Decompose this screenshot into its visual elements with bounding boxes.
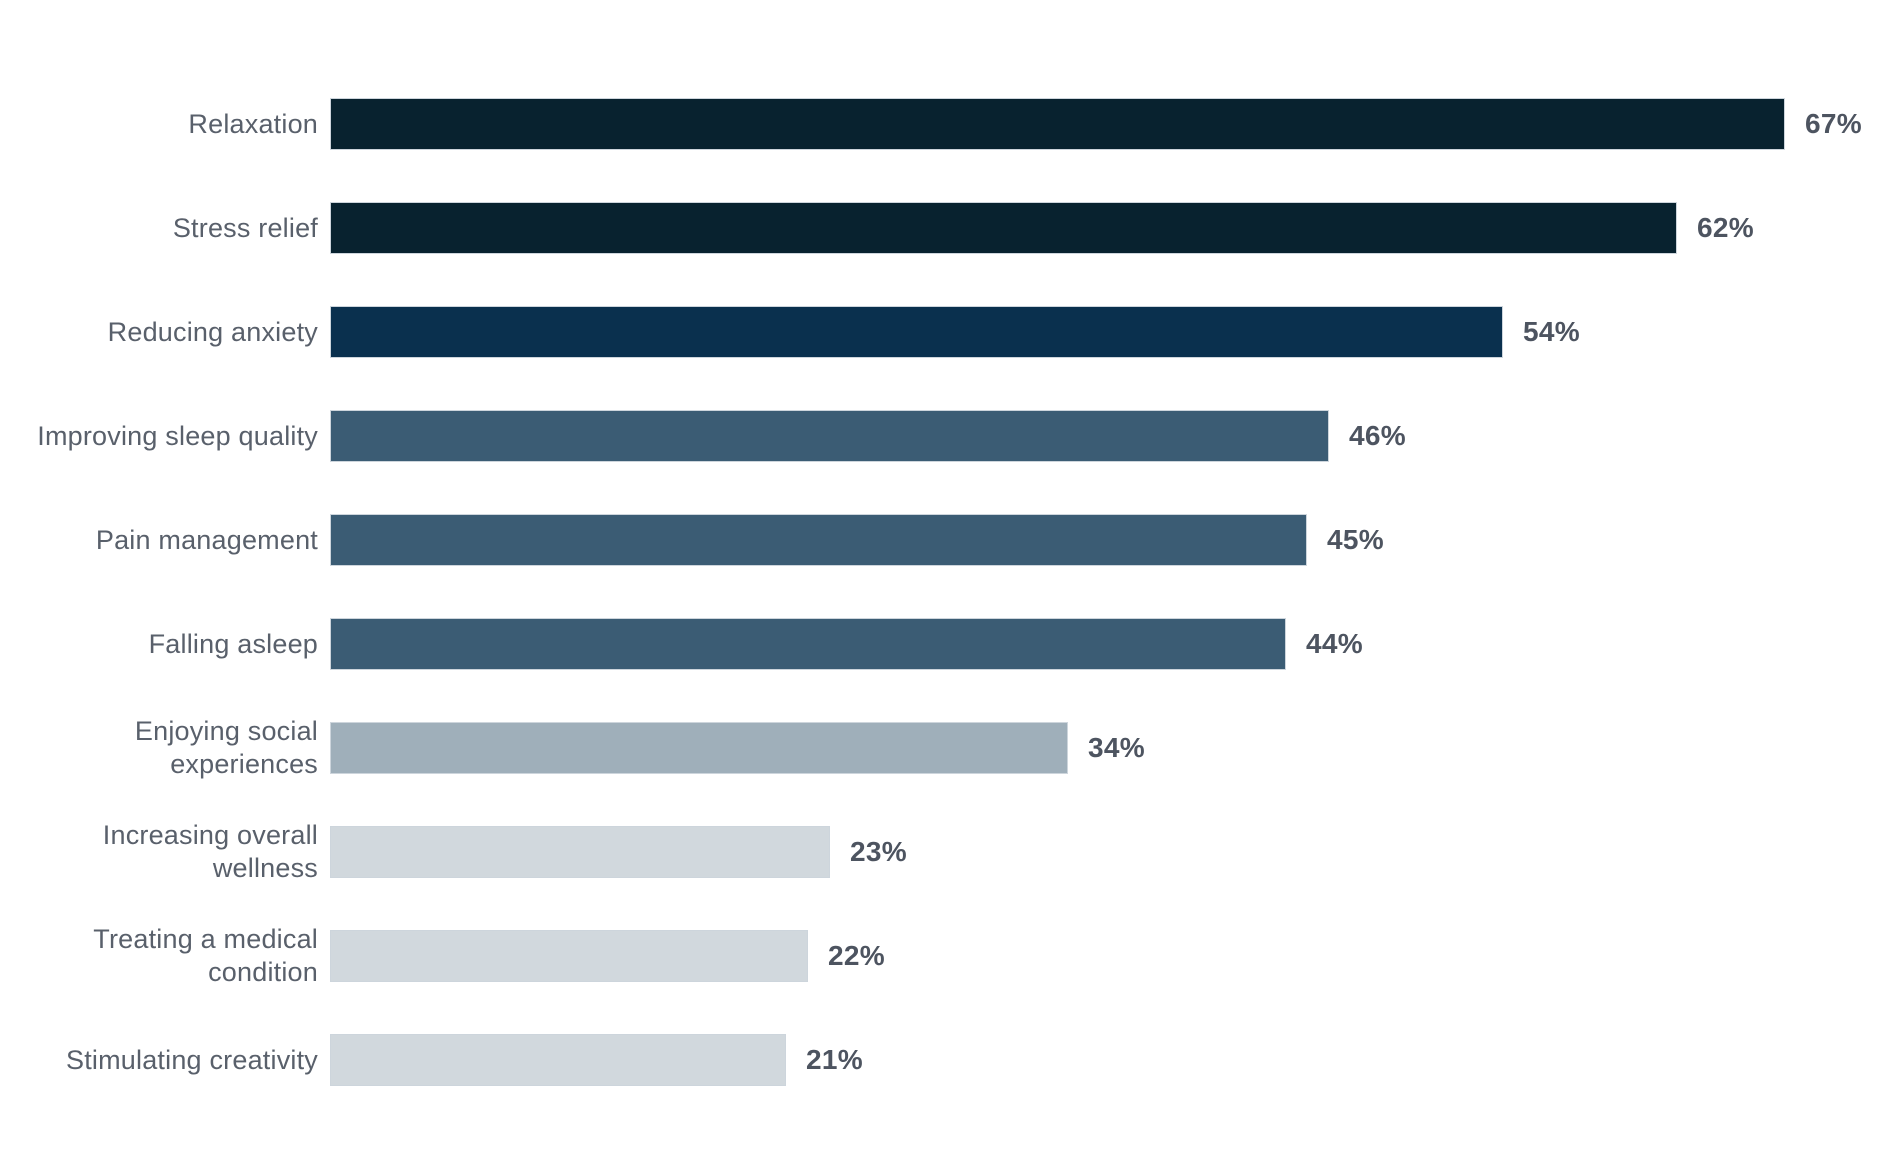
value-label: 44% [1306, 628, 1363, 659]
category-label: Treating a medical condition [93, 924, 318, 987]
category-label: Falling asleep [148, 628, 318, 659]
value-label: 62% [1697, 212, 1754, 243]
chart-row: Reducing anxiety 54% [0, 280, 1896, 384]
bar-track: 44% [330, 592, 1896, 696]
chart-row: Stimulating creativity 21% [0, 1008, 1896, 1112]
chart-row: Falling asleep 44% [0, 592, 1896, 696]
bar [330, 306, 1503, 358]
chart-row: Increasing overall wellness 23% [0, 800, 1896, 904]
bar [330, 202, 1677, 254]
chart-row: Treating a medical condition 22% [0, 904, 1896, 1008]
chart-row: Stress relief 62% [0, 176, 1896, 280]
chart-row: Relaxation 67% [0, 72, 1896, 176]
bar [330, 722, 1068, 774]
bar-track: 21% [330, 1008, 1896, 1112]
chart-row: Enjoying social experiences 34% [0, 696, 1896, 800]
category-label: Pain management [95, 524, 318, 555]
bar-track: 54% [330, 280, 1896, 384]
category-label: Improving sleep quality [37, 420, 318, 451]
bar [330, 826, 830, 878]
value-label: 21% [806, 1044, 863, 1075]
value-label: 23% [850, 836, 907, 867]
bar-track: 46% [330, 384, 1896, 488]
value-label: 67% [1805, 108, 1862, 139]
bar [330, 618, 1286, 670]
bar [330, 514, 1307, 566]
bar-track: 62% [330, 176, 1896, 280]
bar-track: 22% [330, 904, 1896, 1008]
bar-track: 23% [330, 800, 1896, 904]
chart-row: Pain management 45% [0, 488, 1896, 592]
category-label: Stimulating creativity [66, 1044, 318, 1075]
bar-track: 34% [330, 696, 1896, 800]
category-label: Reducing anxiety [107, 316, 318, 347]
bar [330, 1034, 786, 1086]
category-label: Enjoying social experiences [134, 716, 318, 779]
chart-row: Improving sleep quality 46% [0, 384, 1896, 488]
value-label: 54% [1523, 316, 1580, 347]
bar-rows-container: Relaxation 67% Stress relief 62% Reducin… [0, 72, 1896, 1112]
bar [330, 410, 1329, 462]
value-label: 34% [1088, 732, 1145, 763]
value-label: 45% [1327, 524, 1384, 555]
bar [330, 98, 1785, 150]
category-label: Stress relief [172, 212, 318, 243]
bar-track: 67% [330, 72, 1896, 176]
category-label: Relaxation [188, 108, 318, 139]
bar [330, 930, 808, 982]
value-label: 22% [828, 940, 885, 971]
category-label: Increasing overall wellness [102, 820, 318, 883]
value-label: 46% [1349, 420, 1406, 451]
bar-track: 45% [330, 488, 1896, 592]
